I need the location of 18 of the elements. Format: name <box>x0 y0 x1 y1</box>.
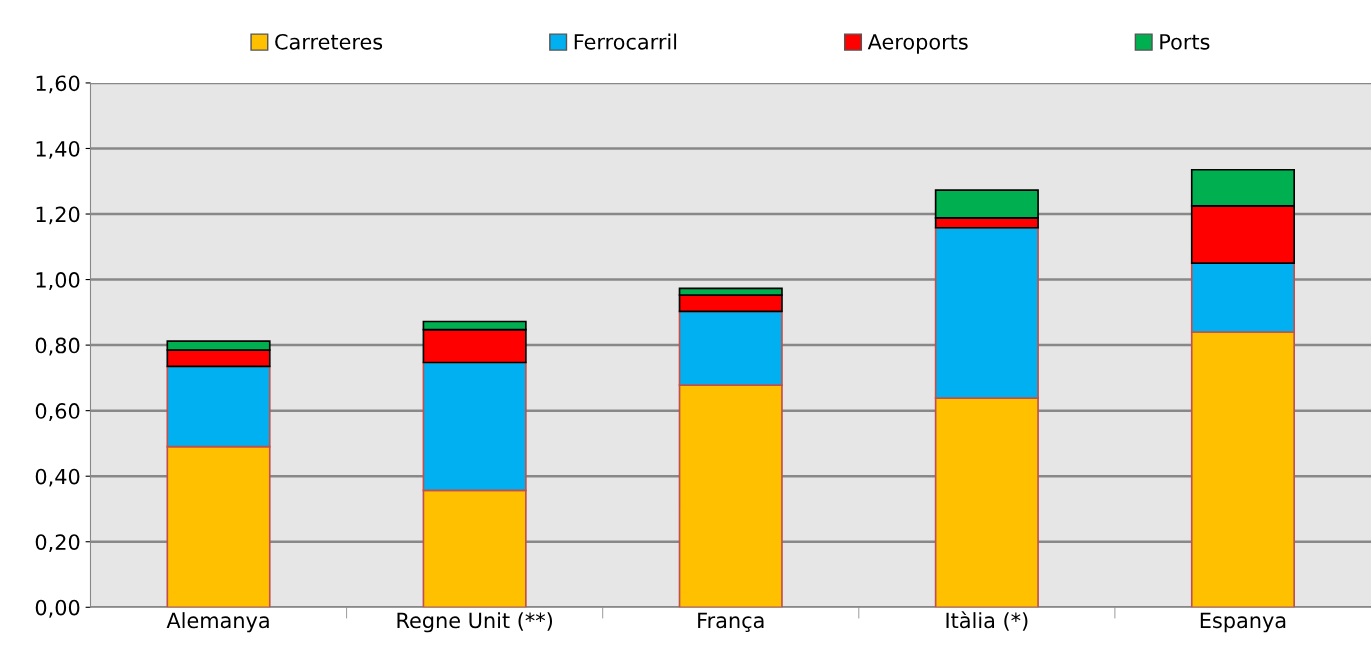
x-tick-label: Regne Unit (**) <box>397 612 553 633</box>
legend-label: Ports <box>1160 34 1210 50</box>
y-tick-label: 0,60 <box>35 403 80 421</box>
y-tick-label: 0,00 <box>35 599 80 618</box>
legend-label: Carreteres <box>275 33 383 50</box>
y-tick-label: 1,60 <box>36 75 80 94</box>
x-tick-label: Itàlia (*) <box>946 611 1028 631</box>
x-tick-label: Alemanya <box>166 612 269 633</box>
x-tick-label: Espanya <box>1200 612 1286 633</box>
y-tick-label: 0,80 <box>35 337 80 356</box>
y-tick-label: 0,40 <box>35 468 80 487</box>
y-tick-label: 0,20 <box>35 534 80 553</box>
y-tick-label: 1,00 <box>36 272 80 290</box>
y-tick-label: 1,20 <box>36 206 80 225</box>
y-tick-label: 1,40 <box>36 140 80 159</box>
legend-label: Ferrocarril <box>574 33 677 50</box>
legend-label: Aeroports <box>867 34 968 54</box>
x-tick-label: França <box>698 612 764 632</box>
